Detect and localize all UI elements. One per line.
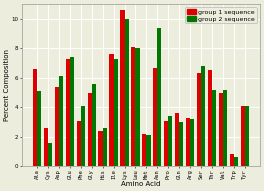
Bar <box>103 128 107 166</box>
Bar <box>98 131 103 166</box>
Bar <box>66 59 70 166</box>
Bar <box>114 59 118 166</box>
Bar <box>70 57 74 166</box>
Bar <box>197 73 201 166</box>
Legend: group 1 sequence, group 2 sequence: group 1 sequence, group 2 sequence <box>185 7 257 23</box>
Bar <box>142 134 147 166</box>
Bar <box>33 69 37 166</box>
Bar <box>230 155 234 166</box>
Bar <box>44 128 48 166</box>
Bar <box>135 48 140 166</box>
Bar <box>234 157 238 166</box>
Bar <box>131 47 135 166</box>
Bar <box>190 119 194 166</box>
Bar <box>109 54 114 166</box>
Bar <box>125 19 129 166</box>
Bar <box>201 66 205 166</box>
Bar <box>59 76 63 166</box>
Bar <box>92 84 96 166</box>
Bar <box>81 106 85 166</box>
Bar <box>186 118 190 166</box>
Bar <box>208 70 212 166</box>
Bar <box>175 113 179 166</box>
X-axis label: Amino Acid: Amino Acid <box>121 181 161 187</box>
Bar <box>168 116 172 166</box>
Bar <box>241 106 245 166</box>
Bar <box>88 93 92 166</box>
Bar <box>179 122 183 166</box>
Bar <box>223 90 227 166</box>
Bar <box>153 67 157 166</box>
Bar <box>212 90 216 166</box>
Bar <box>48 143 52 166</box>
Bar <box>219 93 223 166</box>
Bar <box>164 121 168 166</box>
Bar <box>245 106 249 166</box>
Bar <box>77 121 81 166</box>
Bar <box>55 87 59 166</box>
Bar <box>120 10 125 166</box>
Bar <box>157 28 162 166</box>
Bar <box>147 135 150 166</box>
Bar <box>37 91 41 166</box>
Y-axis label: Percent Composition: Percent Composition <box>4 49 10 121</box>
